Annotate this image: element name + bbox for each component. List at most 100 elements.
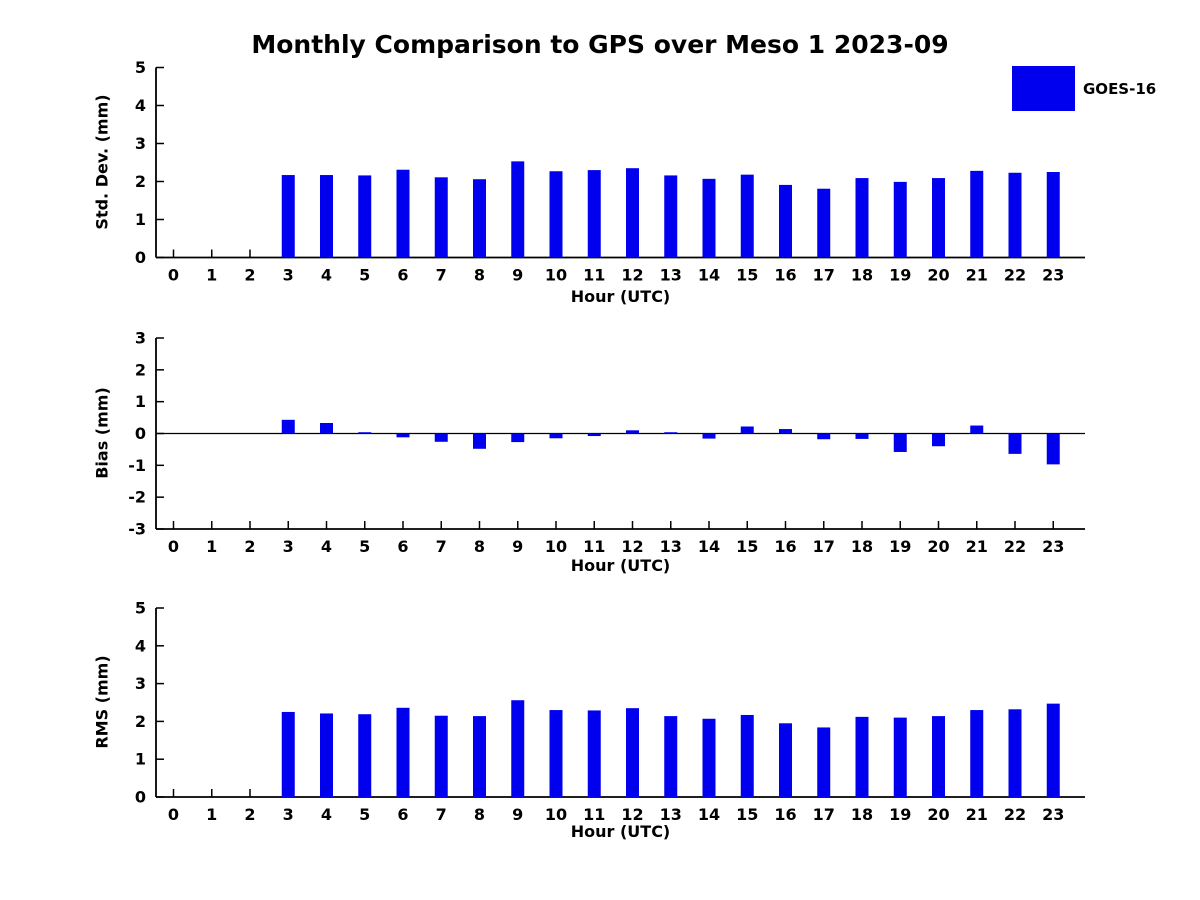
bar: [281, 175, 295, 258]
x-tick-label: 7: [436, 805, 447, 824]
bar: [664, 716, 678, 797]
x-tick-label: 19: [889, 537, 911, 556]
x-tick-label: 14: [698, 266, 720, 285]
bar: [855, 716, 869, 797]
bar: [740, 714, 754, 797]
x-tick-label: 12: [621, 266, 643, 285]
bar: [1046, 433, 1060, 465]
bar: [893, 433, 907, 452]
x-tick-label: 9: [512, 266, 523, 285]
bar: [664, 432, 678, 434]
bar: [626, 708, 639, 797]
x-tick-label: 21: [966, 537, 988, 556]
x-tick-label: 23: [1042, 266, 1064, 285]
x-tick-label: 0: [168, 537, 179, 556]
bar: [702, 718, 716, 797]
x-tick-label: 19: [889, 805, 911, 824]
y-tick-label: 5: [135, 58, 146, 77]
y-tick-label: 5: [135, 599, 146, 618]
bar: [587, 433, 601, 437]
bias-y-axis-label: Bias (mm): [92, 387, 112, 479]
x-tick-label: 1: [206, 266, 217, 285]
bar: [320, 422, 333, 434]
legend-label-goes16: GOES-16: [1083, 79, 1157, 98]
bar: [817, 188, 831, 258]
y-tick-label: -3: [128, 520, 146, 539]
bar: [817, 433, 831, 440]
x-tick-label: 6: [397, 805, 408, 824]
bar: [932, 716, 945, 797]
x-tick-label: 3: [283, 537, 294, 556]
x-tick-label: 22: [1004, 266, 1026, 285]
x-tick-label: 22: [1004, 805, 1026, 824]
x-tick-label: 17: [813, 805, 835, 824]
bar: [779, 429, 792, 434]
y-tick-label: 3: [135, 674, 146, 693]
x-tick-label: 1: [206, 805, 217, 824]
bar: [970, 710, 984, 797]
x-tick-label: 7: [436, 266, 447, 285]
x-tick-label: 5: [359, 537, 370, 556]
bar: [434, 177, 448, 258]
bar: [932, 433, 945, 447]
x-tick-label: 12: [621, 805, 643, 824]
bar: [702, 433, 716, 439]
x-tick-label: 23: [1042, 805, 1064, 824]
rms-x-axis-label: Hour (UTC): [570, 822, 671, 841]
bar: [779, 184, 792, 258]
bar: [893, 717, 907, 797]
bar: [932, 178, 945, 258]
bar: [320, 713, 333, 797]
legend: GOES-16: [1012, 66, 1156, 111]
bar: [281, 419, 295, 434]
x-tick-label: 15: [736, 266, 758, 285]
x-tick-label: 20: [927, 805, 949, 824]
bar: [664, 175, 678, 258]
x-tick-label: 11: [583, 805, 605, 824]
x-tick-label: 17: [813, 537, 835, 556]
bar: [281, 711, 295, 797]
bar: [970, 425, 984, 434]
x-tick-label: 6: [397, 266, 408, 285]
bar: [779, 723, 792, 797]
bar: [396, 433, 410, 438]
x-tick-label: 10: [545, 805, 567, 824]
x-tick-label: 14: [698, 537, 720, 556]
x-tick-label: 0: [168, 805, 179, 824]
x-tick-label: 6: [397, 537, 408, 556]
x-tick-label: 23: [1042, 537, 1064, 556]
bar: [855, 178, 869, 258]
bar: [358, 175, 372, 258]
y-tick-label: 1: [135, 392, 146, 411]
x-tick-label: 18: [851, 537, 873, 556]
y-tick-label: -1: [128, 456, 146, 475]
x-tick-label: 13: [660, 805, 682, 824]
y-tick-label: 2: [135, 172, 146, 191]
x-tick-label: 11: [583, 266, 605, 285]
y-tick-label: 4: [135, 96, 146, 115]
stddev-x-axis-label: Hour (UTC): [570, 287, 671, 306]
bar: [473, 433, 486, 449]
x-tick-label: 22: [1004, 537, 1026, 556]
x-tick-label: 19: [889, 266, 911, 285]
x-tick-label: 8: [474, 805, 485, 824]
y-tick-label: 3: [135, 329, 146, 348]
bar: [740, 426, 754, 434]
bar: [511, 433, 525, 443]
bar: [740, 174, 754, 258]
bar: [626, 430, 639, 434]
bar: [511, 700, 525, 797]
bar: [358, 714, 372, 797]
bar: [320, 175, 333, 258]
x-tick-label: 11: [583, 537, 605, 556]
x-tick-label: 4: [321, 805, 332, 824]
x-tick-label: 7: [436, 537, 447, 556]
bar: [358, 432, 372, 434]
y-tick-label: -2: [128, 488, 146, 507]
x-tick-label: 21: [966, 266, 988, 285]
stddev-y-axis-label: Std. Dev. (mm): [92, 94, 112, 230]
x-tick-label: 21: [966, 805, 988, 824]
legend-swatch-goes16: [1012, 66, 1075, 111]
